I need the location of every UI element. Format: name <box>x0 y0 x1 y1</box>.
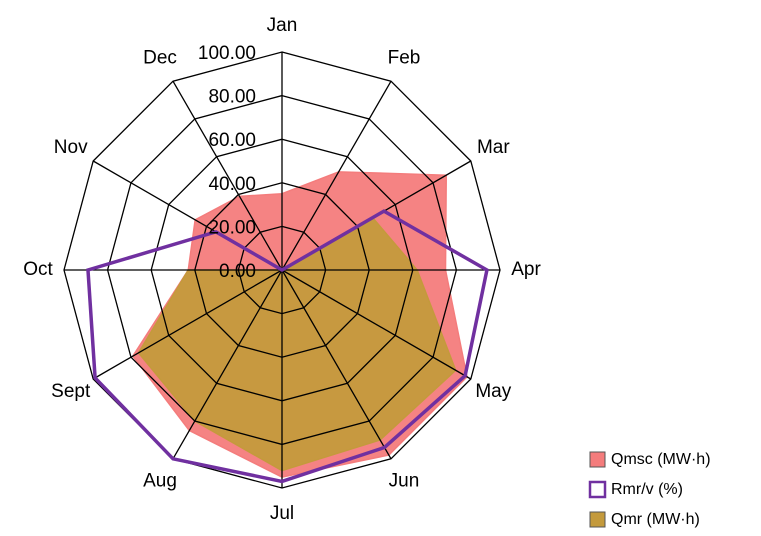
legend-swatch <box>588 480 607 499</box>
category-label: Jun <box>389 470 420 491</box>
category-label: May <box>475 381 511 402</box>
legend-label: Qmsc (MW·h) <box>611 451 711 468</box>
series-area <box>137 216 457 472</box>
category-label: Jul <box>270 503 294 524</box>
spoke <box>92 269 283 380</box>
category-label: Feb <box>388 48 421 69</box>
tick-label: 0.00 <box>219 261 256 282</box>
tick-label: 80.00 <box>208 87 256 108</box>
category-label: Dec <box>143 48 177 69</box>
category-label: Sept <box>51 381 91 402</box>
tick-label: 100.00 <box>198 43 256 64</box>
spoke <box>172 80 283 271</box>
tick-label: 40.00 <box>208 174 256 195</box>
spoke <box>281 80 392 271</box>
category-label: Oct <box>23 259 53 280</box>
tick-label: 20.00 <box>208 217 256 238</box>
spoke <box>281 269 392 460</box>
legend-swatch <box>589 511 606 528</box>
spoke <box>281 269 472 380</box>
legend-label: Rmr/v (%) <box>611 481 683 498</box>
legend-label: Qmr (MW·h) <box>611 511 700 528</box>
category-label: Mar <box>477 137 510 158</box>
spoke <box>172 269 283 460</box>
legend-swatch <box>589 451 606 468</box>
category-label: Jan <box>267 15 298 36</box>
category-label: Aug <box>143 470 177 491</box>
category-label: Apr <box>511 259 541 280</box>
tick-label: 60.00 <box>208 130 256 151</box>
category-label: Nov <box>54 137 88 158</box>
series-line <box>86 209 489 484</box>
